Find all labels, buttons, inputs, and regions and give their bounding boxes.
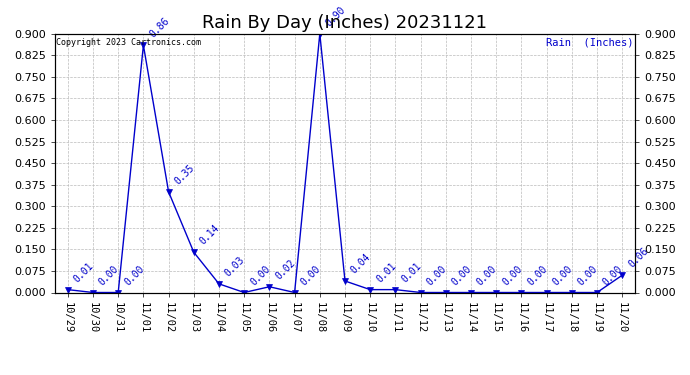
Text: 0.04: 0.04 [349,252,373,276]
Title: Rain By Day (Inches) 20231121: Rain By Day (Inches) 20231121 [202,14,488,32]
Text: 0.06: 0.06 [627,246,650,270]
Text: 0.35: 0.35 [172,163,197,186]
Text: 0.00: 0.00 [551,263,575,287]
Text: 0.00: 0.00 [97,263,121,287]
Text: 0.01: 0.01 [400,260,423,284]
Text: 0.90: 0.90 [324,4,348,28]
Text: 0.00: 0.00 [450,263,473,287]
Text: 0.02: 0.02 [273,258,297,281]
Text: 0.14: 0.14 [198,223,221,247]
Text: 0.00: 0.00 [526,263,549,287]
Text: 0.00: 0.00 [248,263,272,287]
Text: Rain  (Inches): Rain (Inches) [546,38,633,48]
Text: 0.01: 0.01 [72,260,96,284]
Text: 0.00: 0.00 [425,263,449,287]
Text: 0.00: 0.00 [475,263,499,287]
Text: 0.00: 0.00 [601,263,625,287]
Text: 0.03: 0.03 [223,255,247,278]
Text: Copyright 2023 Cartronics.com: Copyright 2023 Cartronics.com [57,38,201,46]
Text: 0.00: 0.00 [576,263,600,287]
Text: 0.86: 0.86 [148,16,171,40]
Text: 0.00: 0.00 [122,263,146,287]
Text: 0.00: 0.00 [299,263,322,287]
Text: 0.01: 0.01 [375,260,398,284]
Text: 0.00: 0.00 [500,263,524,287]
